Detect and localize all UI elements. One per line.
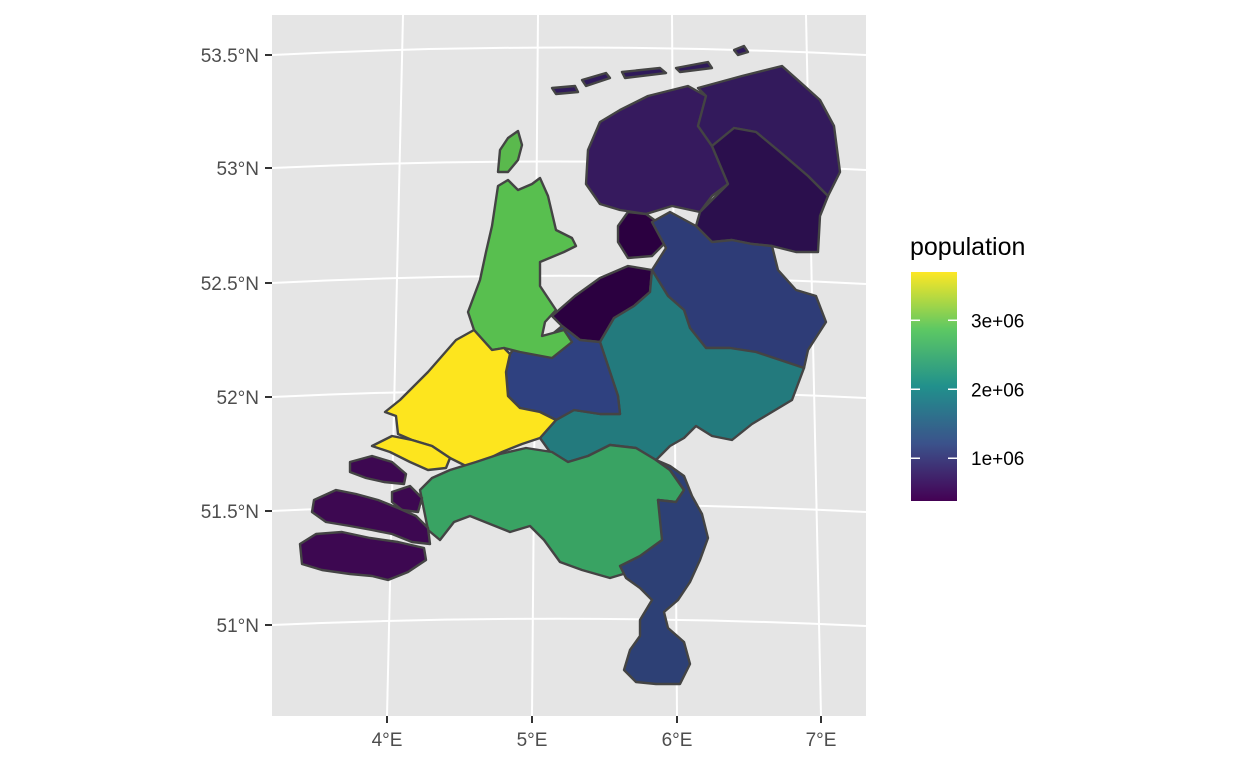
- grid-line-lat-51: [271, 617, 867, 627]
- y-tick-label: 51°N: [217, 616, 259, 637]
- province-noord-holland: [466, 176, 578, 360]
- legend-tick-label: 3e+06: [971, 311, 1024, 332]
- island-ameland: [620, 66, 668, 80]
- legend-tick-label: 1e+06: [971, 449, 1024, 470]
- zeeland-flanders: [298, 530, 428, 582]
- y-tick-label: 53°N: [217, 159, 259, 180]
- x-axis: 4°E 5°E 6°E 7°E: [372, 716, 837, 751]
- x-tick-label: 4°E: [372, 730, 403, 751]
- x-tick-label: 5°E: [517, 730, 548, 751]
- legend-tick-label: 2e+06: [971, 380, 1024, 401]
- legend-title: population: [910, 233, 1025, 261]
- province-drenthe: [694, 126, 830, 254]
- zeeland-walcheren-zuid-beveland: [310, 488, 432, 546]
- province-limburg: [618, 458, 710, 686]
- wadden-islands: [496, 44, 750, 174]
- grid-line-lon-4: [386, 14, 404, 717]
- legend-colorbar: [911, 272, 957, 501]
- province-zuid-holland-islands: [370, 434, 452, 472]
- island-rottumeroog: [732, 44, 750, 57]
- y-tick-label: 52°N: [217, 388, 259, 409]
- y-tick-label: 53.5°N: [201, 46, 259, 67]
- legend-ticks: 3e+06 2e+06 1e+06: [911, 311, 1024, 470]
- island-vlieland: [550, 84, 580, 96]
- island-texel: [496, 129, 524, 174]
- province-zeeland: [298, 454, 432, 582]
- grid-line-lat-53.5: [271, 46, 867, 56]
- y-tick-label: 51.5°N: [201, 502, 259, 523]
- legend: population 3e+06 2e+06 1e+06: [910, 233, 1025, 501]
- x-tick-label: 6°E: [662, 730, 693, 751]
- island-schiermonnikoog: [674, 60, 714, 74]
- y-tick-label: 52.5°N: [201, 274, 259, 295]
- zeeland-tholen: [390, 484, 424, 514]
- provinces: [298, 44, 842, 686]
- zeeland-schouwen: [348, 454, 408, 486]
- island-terschelling: [580, 71, 612, 88]
- y-axis: 53.5°N 53°N 52.5°N 52°N 51.5°N 51°N: [201, 46, 272, 637]
- x-tick-label: 7°E: [806, 730, 837, 751]
